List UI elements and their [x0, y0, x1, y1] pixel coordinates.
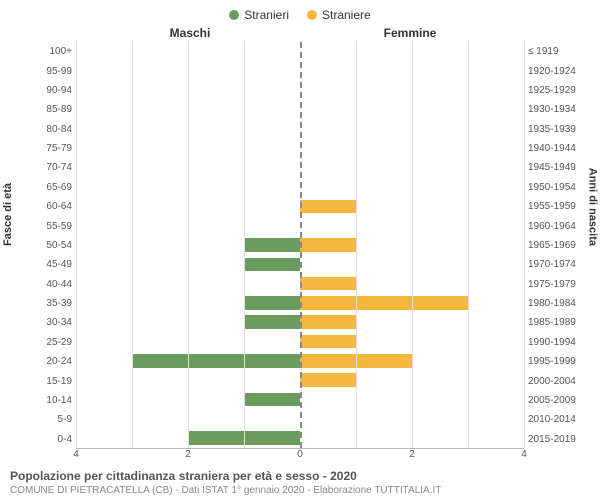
xtick: 2 — [409, 449, 415, 460]
header-male: Maschi — [80, 26, 300, 40]
gridline — [132, 42, 133, 448]
ytick-birth: 1955-1959 — [528, 197, 590, 216]
bar-female — [300, 277, 356, 291]
ytick-birth: 2015-2019 — [528, 430, 590, 449]
plot-area — [76, 42, 524, 449]
ytick-birth: 1980-1984 — [528, 294, 590, 313]
bar-female — [300, 373, 356, 387]
gridline — [412, 42, 413, 448]
legend-item-female: Straniere — [307, 8, 371, 22]
bar-female — [300, 238, 356, 252]
ytick-birth: 1930-1934 — [528, 100, 590, 119]
legend-label-female: Straniere — [322, 8, 371, 22]
yaxis-left: 100+95-9990-9485-8980-8475-7970-7465-696… — [10, 42, 76, 449]
xtick: 2 — [185, 449, 191, 460]
gridline — [468, 42, 469, 448]
xaxis: 4 2 0 2 4 — [76, 449, 524, 463]
legend: Stranieri Straniere — [10, 8, 590, 22]
gridline — [524, 42, 525, 448]
ytick-age: 65-69 — [10, 178, 72, 197]
legend-item-male: Stranieri — [229, 8, 289, 22]
xtick: 4 — [73, 449, 79, 460]
ytick-birth: 2000-2004 — [528, 371, 590, 390]
yaxis-right-title: Anni di nascita — [586, 167, 598, 245]
bar-male — [244, 315, 300, 329]
ytick-age: 70-74 — [10, 158, 72, 177]
ytick-age: 30-34 — [10, 313, 72, 332]
ytick-birth: 1975-1979 — [528, 275, 590, 294]
ytick-birth: 1990-1994 — [528, 333, 590, 352]
ytick-age: 5-9 — [10, 410, 72, 429]
bar-female — [300, 296, 468, 310]
ytick-birth: 1945-1949 — [528, 158, 590, 177]
ytick-age: 80-84 — [10, 120, 72, 139]
yaxis-right: ≤ 19191920-19241925-19291930-19341935-19… — [524, 42, 590, 449]
population-pyramid-chart: Stranieri Straniere Maschi Femmine Fasce… — [0, 0, 600, 500]
ytick-birth: 1920-1924 — [528, 61, 590, 80]
male-swatch — [229, 10, 239, 20]
bar-male — [132, 354, 300, 368]
ytick-age: 75-79 — [10, 139, 72, 158]
female-swatch — [307, 10, 317, 20]
ytick-age: 50-54 — [10, 236, 72, 255]
center-line — [300, 42, 302, 448]
bar-male — [244, 238, 300, 252]
ytick-birth: 1925-1929 — [528, 81, 590, 100]
ytick-birth: 1935-1939 — [528, 120, 590, 139]
gridline — [356, 42, 357, 448]
ytick-birth: 1950-1954 — [528, 178, 590, 197]
ytick-birth: 2010-2014 — [528, 410, 590, 429]
gridline — [188, 42, 189, 448]
ytick-birth: 1940-1944 — [528, 139, 590, 158]
ytick-age: 85-89 — [10, 100, 72, 119]
bar-male — [244, 258, 300, 272]
ytick-age: 15-19 — [10, 371, 72, 390]
caption-subtitle: COMUNE DI PIETRACATELLA (CB) - Dati ISTA… — [10, 485, 590, 496]
ytick-birth: 1965-1969 — [528, 236, 590, 255]
ytick-age: 100+ — [10, 42, 72, 61]
ytick-age: 60-64 — [10, 197, 72, 216]
legend-label-male: Stranieri — [244, 8, 289, 22]
bar-female — [300, 200, 356, 214]
gridline — [76, 42, 77, 448]
ytick-age: 90-94 — [10, 81, 72, 100]
ytick-age: 10-14 — [10, 391, 72, 410]
ytick-age: 0-4 — [10, 430, 72, 449]
ytick-birth: 1995-1999 — [528, 352, 590, 371]
ytick-age: 95-99 — [10, 61, 72, 80]
header-female: Femmine — [300, 26, 520, 40]
ytick-birth: 1960-1964 — [528, 216, 590, 235]
plot-outer: Fasce di età Anni di nascita 100+95-9990… — [10, 42, 590, 449]
ytick-birth: 2005-2009 — [528, 391, 590, 410]
ytick-age: 40-44 — [10, 275, 72, 294]
bar-female — [300, 315, 356, 329]
ytick-age: 20-24 — [10, 352, 72, 371]
xtick: 0 — [297, 449, 303, 460]
yaxis-left-title: Fasce di età — [2, 183, 14, 246]
bar-male — [244, 393, 300, 407]
ytick-age: 55-59 — [10, 216, 72, 235]
column-headers: Maschi Femmine — [10, 26, 590, 40]
ytick-age: 25-29 — [10, 333, 72, 352]
xtick: 4 — [521, 449, 527, 460]
gridline — [244, 42, 245, 448]
ytick-birth: 1970-1974 — [528, 255, 590, 274]
ytick-birth: ≤ 1919 — [528, 42, 590, 61]
ytick-age: 45-49 — [10, 255, 72, 274]
caption-title: Popolazione per cittadinanza straniera p… — [10, 469, 590, 483]
ytick-age: 35-39 — [10, 294, 72, 313]
bar-female — [300, 335, 356, 349]
ytick-birth: 1985-1989 — [528, 313, 590, 332]
bar-male — [244, 296, 300, 310]
